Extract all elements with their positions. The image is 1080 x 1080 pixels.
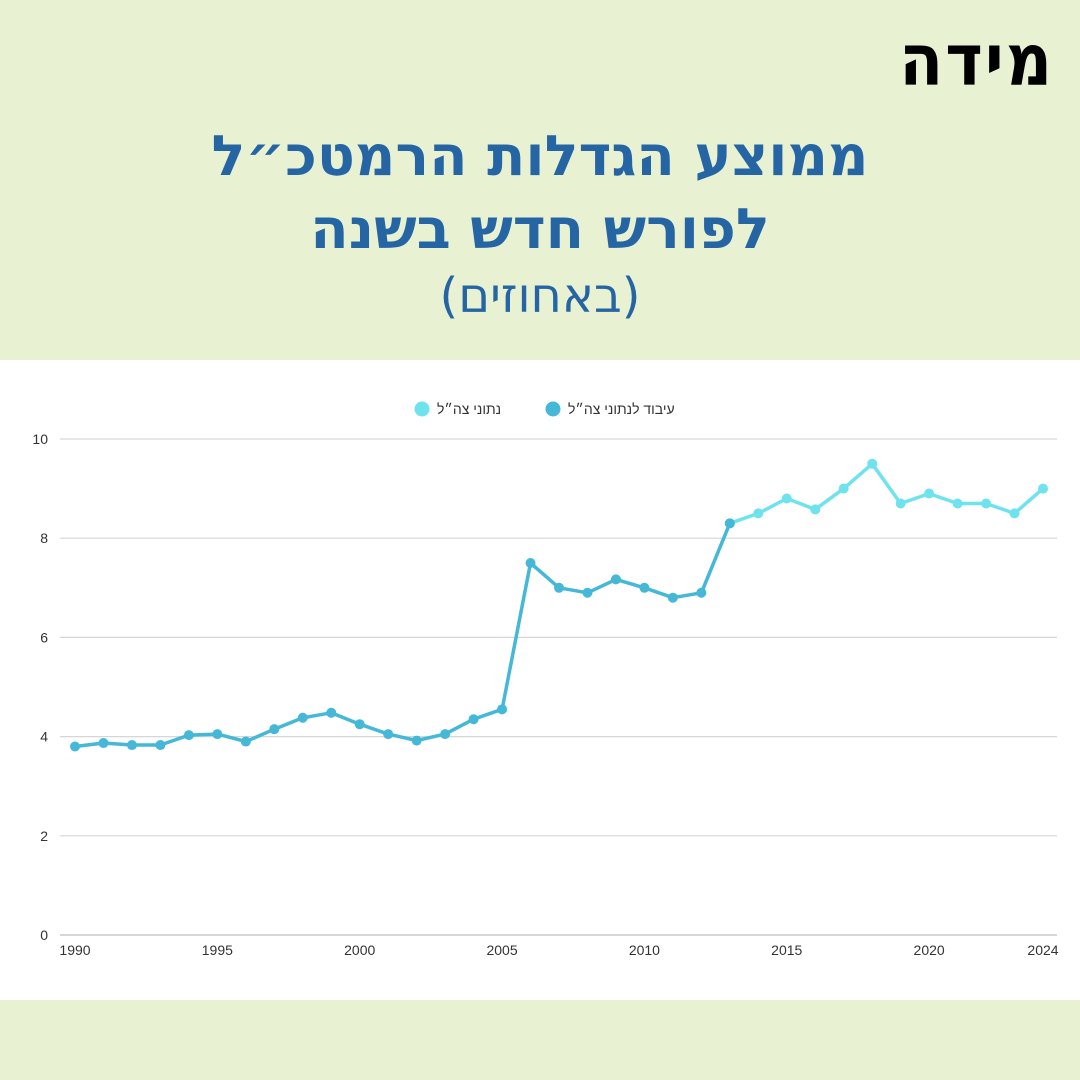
data-point-s1 [468, 714, 479, 725]
x-tick-label: 2000 [344, 942, 375, 958]
data-point-s1 [183, 730, 194, 741]
data-point-s2 [838, 483, 849, 494]
legend-swatch-2 [414, 401, 430, 417]
data-point-s2 [1038, 483, 1048, 494]
data-point-s2 [753, 508, 764, 519]
data-point-s1 [297, 712, 308, 723]
data-point-s1 [155, 740, 166, 751]
data-point-s1 [326, 707, 337, 718]
x-tick-label: 2015 [771, 942, 802, 958]
chart-panel: 0 2 4 6 8 10 1990 1995 2000 2005 2010 2015 2020 2024… [0, 360, 1080, 1000]
data-point-s2 [867, 458, 878, 469]
series-line-2 [728, 462, 1045, 526]
title-line-1: ממוצע הגדלות הרמטכ״ל [211, 124, 869, 189]
legend-label-2: נתוני צה״ל [437, 401, 501, 417]
x-tick-labels: 1990 1995 2000 2005 2010 2015 2020 2024 [59, 942, 1058, 958]
data-point-s2 [781, 493, 792, 504]
legend-swatch-1 [545, 401, 561, 417]
x-tick-label: 1995 [202, 942, 233, 958]
data-point-s1 [383, 729, 394, 740]
x-tick-label: 2020 [914, 942, 945, 958]
data-point-s1 [126, 740, 137, 751]
data-point-s1 [582, 587, 593, 598]
y-tick-labels: 0 2 4 6 8 10 [32, 431, 48, 943]
y-tick-label: 0 [40, 927, 48, 943]
data-point-s1 [269, 724, 280, 735]
data-point-s1 [212, 729, 223, 740]
data-point-s1 [667, 592, 678, 603]
data-point-s1 [98, 738, 109, 749]
y-tick-label: 2 [40, 828, 48, 844]
y-tick-label: 4 [40, 729, 48, 745]
x-tick-label: 2024 [1027, 942, 1058, 958]
x-tick-label: 2005 [486, 942, 517, 958]
data-point-s1 [354, 719, 365, 730]
data-point-s1 [411, 735, 422, 746]
data-point-s2 [810, 504, 821, 515]
data-point-s1 [70, 741, 80, 752]
data-point-s1 [724, 518, 735, 529]
legend: עיבוד לנתוני צה״ל נתוני צה״ל [414, 401, 675, 417]
y-tick-label: 8 [40, 530, 48, 546]
footer-band [0, 1000, 1080, 1080]
y-tick-label: 10 [32, 431, 48, 447]
x-tick-label: 1990 [59, 942, 90, 958]
title-unit: (באחוזים) [439, 268, 641, 324]
data-point-s1 [639, 582, 650, 593]
data-point-s2 [981, 498, 992, 509]
brand-logo: מידה [899, 19, 1054, 103]
line-chart: 0 2 4 6 8 10 1990 1995 2000 2005 2010 2015 2020 2024… [32, 401, 1058, 958]
series-points [70, 458, 1048, 752]
data-point-s1 [525, 558, 536, 568]
x-tick-label: 2010 [629, 942, 660, 958]
data-point-s1 [440, 729, 451, 740]
grid-lines [60, 438, 1057, 936]
legend-label-1: עיבוד לנתוני צה״ל [568, 401, 675, 417]
title-line-2: לפורש חדש בשנה [310, 197, 770, 262]
data-point-s1 [610, 574, 621, 585]
data-point-s1 [554, 582, 564, 593]
data-point-s2 [1009, 508, 1020, 519]
data-point-s2 [895, 498, 906, 509]
data-point-s1 [497, 704, 508, 715]
y-tick-label: 6 [40, 629, 48, 645]
data-point-s1 [240, 736, 251, 747]
header: מידה ממוצע הגדלות הרמטכ״ל לפורש חדש בשנה… [0, 0, 1080, 360]
data-point-s2 [952, 498, 963, 509]
data-point-s1 [696, 587, 707, 598]
data-point-s2 [924, 488, 935, 499]
series-line-1 [73, 521, 732, 749]
